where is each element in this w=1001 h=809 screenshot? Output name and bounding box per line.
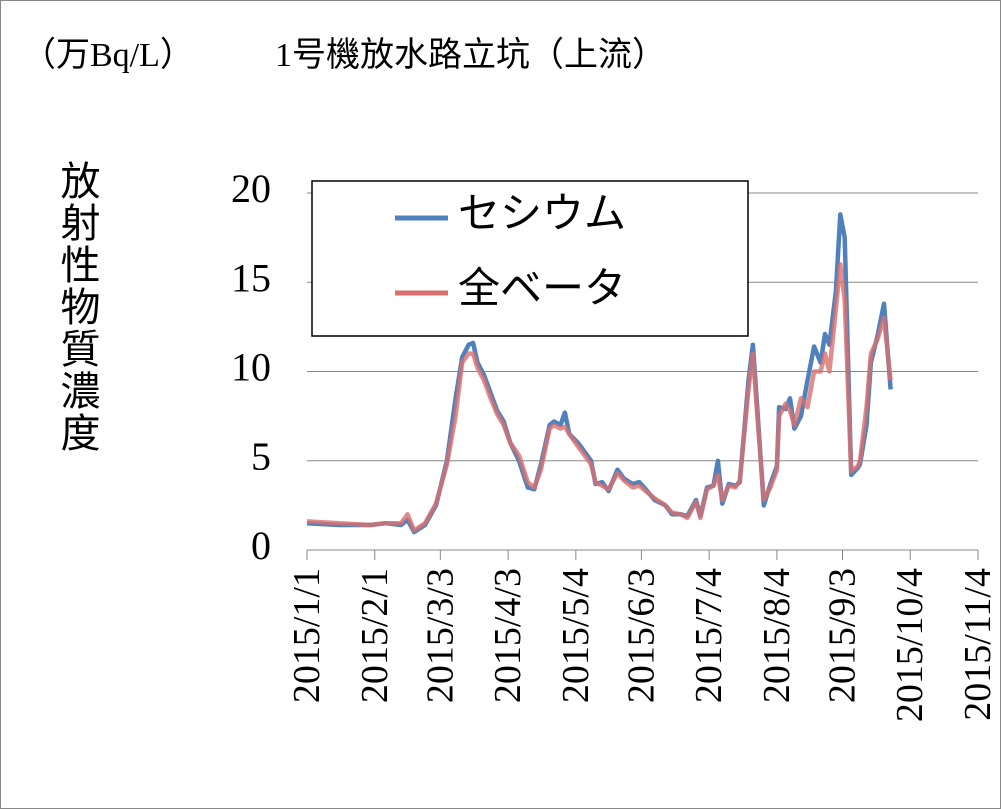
series-line xyxy=(306,262,893,533)
x-tick-label: 2015/10/4 xyxy=(889,568,931,722)
legend-label: 全ベータ xyxy=(458,266,626,313)
y-axis-label: 放射性物質濃度 xyxy=(55,160,101,454)
x-tick-label: 2015/9/3 xyxy=(821,568,863,703)
x-tick-label: 2015/5/4 xyxy=(555,568,597,703)
y-tick-label: 0 xyxy=(251,523,271,568)
y-unit: （万Bq/L） xyxy=(22,36,194,74)
y-tick-label: 15 xyxy=(231,255,271,300)
x-tick-label: 2015/6/3 xyxy=(620,568,662,703)
y-tick-label: 20 xyxy=(231,166,271,211)
chart-title: 1号機放水路立坑（上流） xyxy=(275,36,666,74)
x-tick-label: 2015/3/3 xyxy=(419,568,461,703)
legend-label: セシウム xyxy=(458,192,626,238)
y-tick-label: 5 xyxy=(251,434,271,479)
x-tick-label: 2015/4/3 xyxy=(487,568,529,703)
x-tick-label: 2015/1/1 xyxy=(286,568,328,703)
x-tick-label: 2015/2/1 xyxy=(354,568,396,703)
y-tick-label: 10 xyxy=(231,345,271,390)
legend xyxy=(311,180,749,337)
x-tick-label: 2015/7/4 xyxy=(688,568,730,703)
x-tick-label: 2015/8/4 xyxy=(756,568,798,703)
x-tick-label: 2015/11/4 xyxy=(957,568,999,721)
